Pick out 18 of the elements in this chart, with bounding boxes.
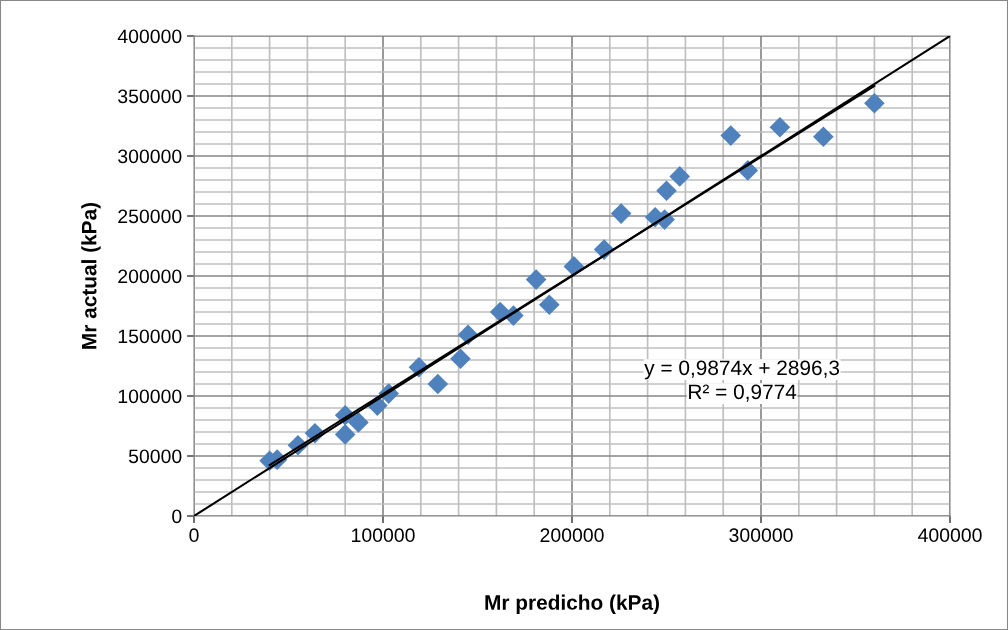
y-tick-label: 300000 <box>118 149 182 164</box>
y-tick-label: 150000 <box>118 329 182 344</box>
x-tick-label: 400000 <box>918 528 982 543</box>
x-axis-title: Mr predicho (kPa) <box>485 594 659 614</box>
annotation: R² = 0,9774 <box>689 384 797 402</box>
y-tick-label: 100000 <box>118 389 182 404</box>
y-tick-label: 250000 <box>118 209 182 224</box>
y-tick-label: 400000 <box>117 29 182 44</box>
y-tick-label: 200000 <box>118 269 182 284</box>
y-tick-label: 0 <box>172 509 182 524</box>
annotation: y = 0,9874x + 2896,3 <box>644 360 840 380</box>
y-tick-label: 350000 <box>118 89 182 104</box>
x-tick-label: 100000 <box>352 528 415 543</box>
y-tick-label: 50000 <box>128 449 182 464</box>
x-tick-label: 200000 <box>540 528 604 543</box>
y-axis-title: Mr actual (kPa) <box>81 202 101 349</box>
x-tick-label: 0 <box>189 528 199 543</box>
x-tick-label: 300000 <box>729 528 793 543</box>
